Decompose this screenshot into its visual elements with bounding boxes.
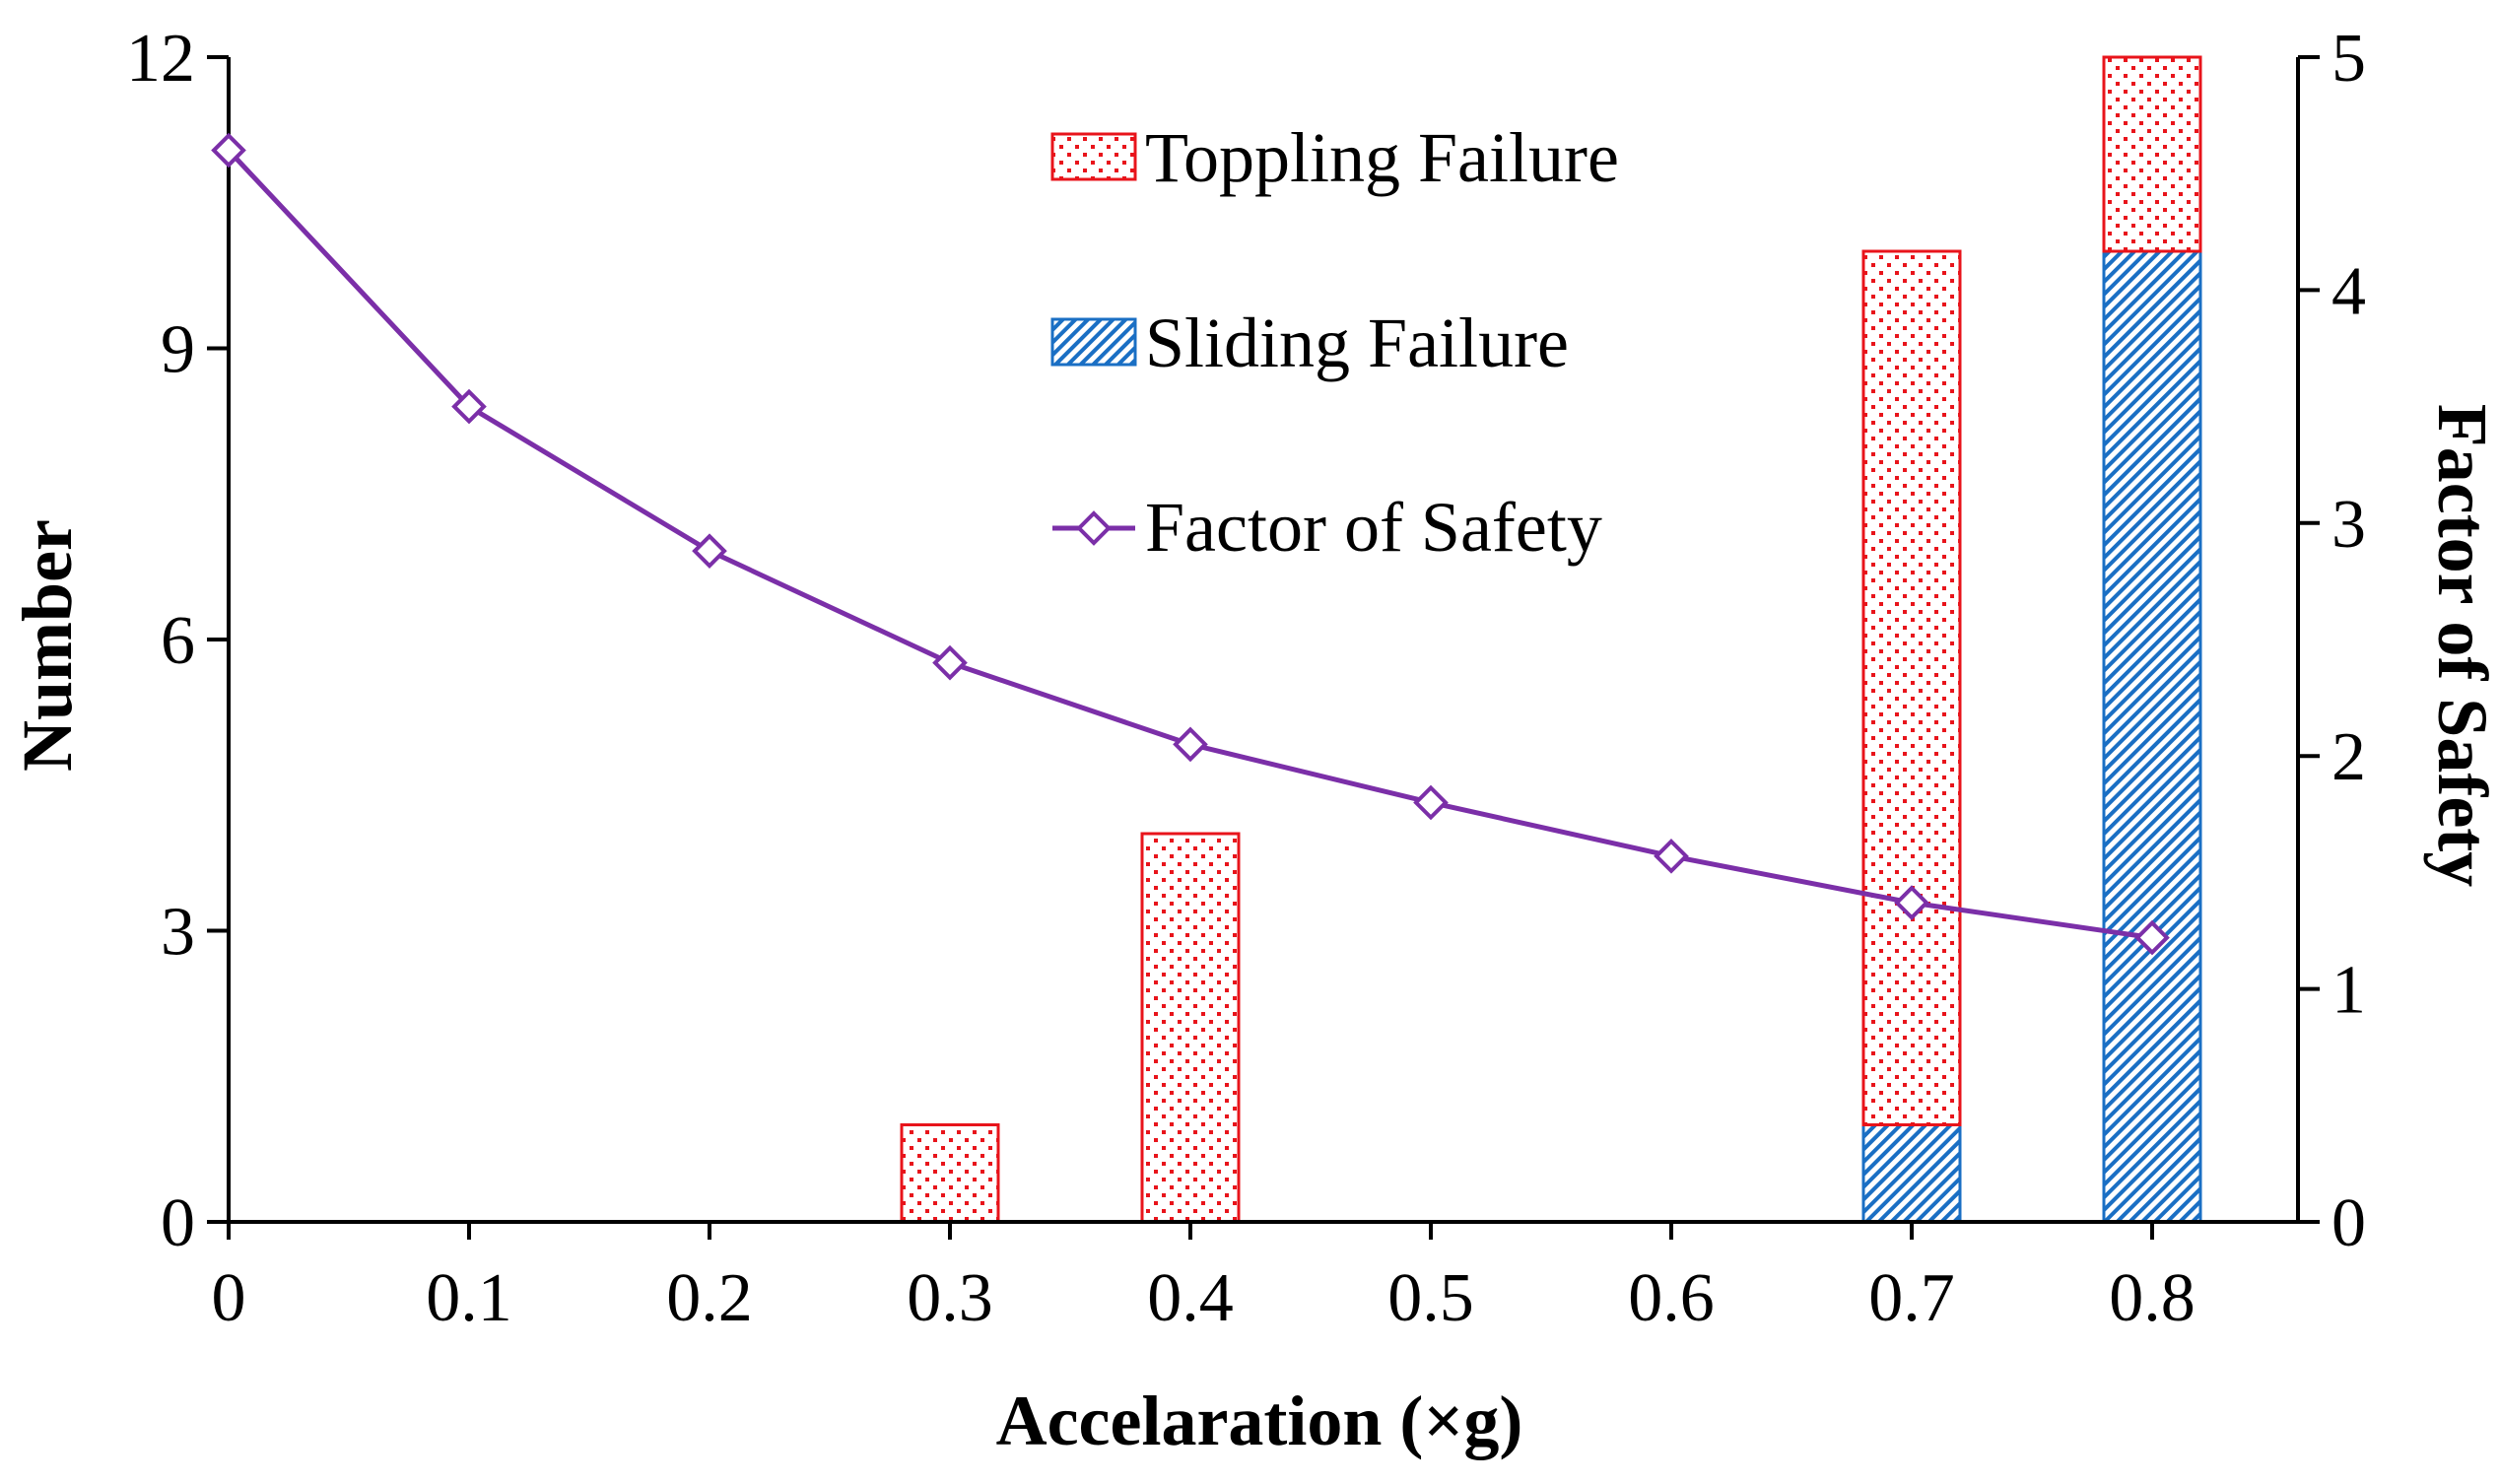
- fos-point-0.3: [932, 644, 968, 681]
- legend-label-toppling: Toppling Failure: [1145, 118, 1619, 197]
- y-left-tick-label-9: 9: [161, 312, 195, 388]
- y-right-tick-label-0: 0: [2331, 1185, 2366, 1261]
- legend-label-fos: Factor of Safety: [1145, 488, 1602, 567]
- x-axis-title: Accelaration (×g): [996, 1382, 1523, 1460]
- fos-point-0.8: [2134, 919, 2170, 956]
- bar-layer: [900, 55, 2202, 1224]
- y-right-tick-label-2: 2: [2331, 719, 2366, 795]
- x-tick-label-0.4: 0.4: [1147, 1260, 1234, 1336]
- fos-point-0.1: [451, 388, 487, 425]
- fos-point-0.6: [1654, 839, 1689, 874]
- y-axis-left-title: Number: [8, 519, 87, 772]
- y-left-tick-label-3: 3: [161, 895, 195, 971]
- x-tick-label-0: 0: [212, 1260, 246, 1336]
- fos-point-0.4: [1173, 726, 1208, 763]
- x-tick-label-0.7: 0.7: [1868, 1260, 1955, 1336]
- legend-label-sliding: Sliding Failure: [1145, 304, 1569, 382]
- y-left-tick-label-6: 6: [161, 603, 195, 679]
- bar-toppling-failure-0.3: [900, 1123, 1000, 1224]
- legend-swatch-toppling: [1050, 132, 1137, 181]
- fos-point-0.5: [1413, 784, 1449, 821]
- x-tick-label-0.8: 0.8: [2109, 1260, 2196, 1336]
- fos-point-0.7: [1894, 885, 1929, 920]
- bar-toppling-failure-0.4: [1140, 832, 1241, 1224]
- y-left-tick-label-0: 0: [161, 1185, 195, 1261]
- x-tick-label-0.2: 0.2: [666, 1260, 753, 1336]
- y-right-tick-label-1: 1: [2331, 953, 2366, 1029]
- x-tick-label-0.5: 0.5: [1387, 1260, 1474, 1336]
- fos-point-0: [211, 132, 246, 169]
- bar-sliding-failure-0.7: [1861, 1123, 1962, 1224]
- y-right-tick-label-4: 4: [2331, 253, 2366, 329]
- x-tick-label-0.1: 0.1: [426, 1260, 512, 1336]
- legend: Toppling Failure Sliding Failure Factor …: [1050, 118, 1619, 567]
- y-right-tick-label-3: 3: [2331, 487, 2366, 563]
- bar-toppling-failure-0.8: [2102, 55, 2202, 253]
- fos-point-0.2: [692, 533, 727, 569]
- bar-sliding-failure-0.8: [2102, 249, 2202, 1224]
- y-axis-right-title: Factor of Safety: [2423, 404, 2500, 888]
- axes-layer: [207, 55, 2320, 1240]
- line-layer: [211, 132, 2170, 956]
- x-tick-label-0.3: 0.3: [907, 1260, 993, 1336]
- legend-swatch-marker: [1076, 510, 1112, 546]
- y-right-tick-label-5: 5: [2331, 21, 2366, 97]
- legend-swatch-sliding: [1050, 317, 1137, 367]
- y-left-tick-label-12: 12: [126, 21, 195, 97]
- bar-toppling-failure-0.7: [1861, 249, 1962, 1126]
- x-tick-label-0.6: 0.6: [1628, 1260, 1715, 1336]
